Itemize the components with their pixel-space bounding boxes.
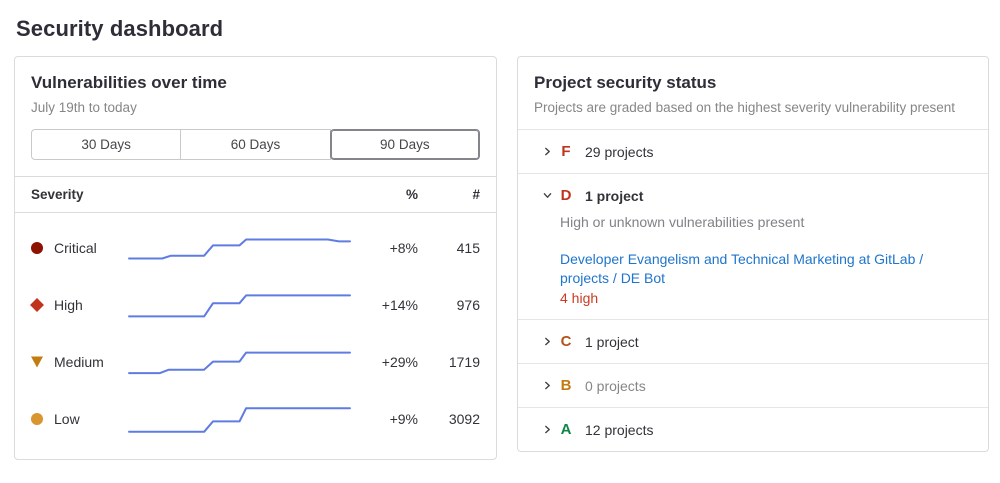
grade-row-b[interactable]: B 0 projects: [518, 363, 988, 407]
range-button-60-days[interactable]: 60 Days: [180, 129, 331, 160]
low-sparkline-chart: [127, 399, 352, 439]
severity-low-icon: [31, 412, 43, 425]
severity-name: Low: [54, 410, 80, 427]
severity-critical-icon: [31, 241, 43, 254]
severity-table-header: Severity % #: [15, 176, 496, 213]
critical-sparkline-chart: [127, 228, 352, 268]
low-percent-change: +9%: [389, 410, 418, 427]
grade-count-label: 12 projects: [585, 421, 654, 438]
medium-percent-change: +29%: [381, 353, 418, 370]
severity-name: High: [54, 296, 83, 313]
severity-label-high: High: [30, 296, 127, 313]
severity-label-critical: Critical: [31, 240, 127, 256]
grade-d-details: High or unknown vulnerabilities present …: [560, 214, 972, 306]
day-range-button-group: 30 Days 60 Days 90 Days: [31, 129, 480, 160]
vulnerabilities-card-title: Vulnerabilities over time: [31, 73, 227, 92]
low-count: 3092: [448, 410, 480, 427]
grade-count-label: 29 projects: [585, 143, 654, 160]
high-vulnerability-count: 4 high: [560, 290, 599, 306]
percent-column-header: %: [405, 187, 418, 202]
dashboard-cards: Vulnerabilities over time July 19th to t…: [14, 56, 989, 460]
grade-row-c[interactable]: C 1 project: [518, 319, 988, 363]
critical-percent-change: +8%: [389, 239, 418, 256]
grade-count-label: 1 project: [585, 333, 639, 350]
project-status-subtitle: Projects are graded based on the highest…: [534, 100, 955, 115]
medium-sparkline-chart: [127, 342, 352, 382]
grade-d-description: High or unknown vulnerabilities present: [560, 214, 805, 230]
chevron-right-icon: [542, 380, 553, 391]
grade-count-label: 1 project: [585, 187, 644, 204]
count-column-header: #: [472, 187, 480, 202]
date-range-subtitle: July 19th to today: [31, 100, 137, 115]
table-row-medium: Medium +29% 1719: [31, 333, 480, 390]
severity-rows: Critical +8% 415 High +14% 976 Medium: [15, 213, 496, 459]
project-security-status-card: Project security status Projects are gra…: [517, 56, 989, 452]
range-button-30-days[interactable]: 30 Days: [31, 129, 182, 160]
page-title: Security dashboard: [16, 16, 224, 41]
project-link[interactable]: Developer Evangelism and Technical Marke…: [560, 251, 924, 286]
grade-row-d[interactable]: D 1 project High or unknown vulnerabilit…: [518, 173, 988, 319]
severity-medium-icon: [31, 356, 43, 368]
grade-letter-b: B: [560, 377, 572, 394]
severity-column-header: Severity: [31, 187, 84, 202]
chevron-right-icon: [542, 336, 553, 347]
grade-letter-d: D: [560, 187, 572, 204]
grade-letter-f: F: [561, 143, 571, 160]
severity-high-icon: [30, 297, 44, 312]
grade-accordion: F 29 projects D 1 project High or unknow…: [518, 129, 988, 451]
critical-count: 415: [456, 239, 480, 256]
vulnerabilities-card-header: Vulnerabilities over time July 19th to t…: [15, 57, 496, 160]
chevron-down-icon: [542, 190, 553, 201]
range-button-90-days[interactable]: 90 Days: [329, 129, 480, 160]
grade-letter-c: C: [560, 333, 572, 350]
severity-name: Critical: [54, 239, 97, 256]
chevron-right-icon: [542, 146, 553, 157]
medium-count: 1719: [448, 353, 480, 370]
severity-label-medium: Medium: [31, 354, 127, 370]
grade-row-f[interactable]: F 29 projects: [518, 129, 988, 173]
table-row-low: Low +9% 3092: [31, 390, 480, 447]
high-percent-change: +14%: [381, 296, 418, 313]
high-sparkline-chart: [127, 285, 352, 325]
grade-row-a[interactable]: A 12 projects: [518, 407, 988, 451]
table-row-high: High +14% 976: [30, 276, 480, 333]
project-status-card-title: Project security status: [534, 73, 717, 92]
grade-count-label: 0 projects: [585, 377, 646, 394]
severity-label-low: Low: [31, 411, 127, 427]
severity-name: Medium: [54, 353, 104, 370]
grade-letter-a: A: [560, 421, 572, 438]
high-count: 976: [456, 296, 480, 313]
vulnerabilities-over-time-card: Vulnerabilities over time July 19th to t…: [14, 56, 497, 460]
chevron-right-icon: [542, 424, 553, 435]
project-status-card-header: Project security status Projects are gra…: [518, 57, 988, 129]
table-row-critical: Critical +8% 415: [31, 219, 480, 276]
